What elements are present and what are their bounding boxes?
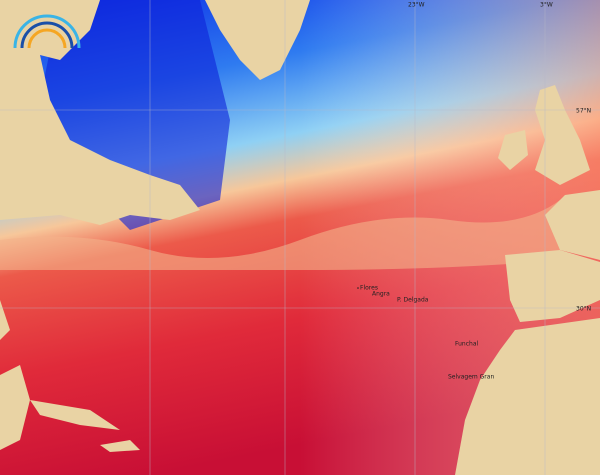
ireland xyxy=(498,130,528,170)
grid-label: 57°N xyxy=(576,108,591,115)
florida xyxy=(0,300,30,450)
place-label: Flores xyxy=(360,285,378,292)
iberia xyxy=(505,250,600,322)
greenland xyxy=(205,0,310,80)
grid-label: 23°W xyxy=(408,2,425,9)
caribbean xyxy=(30,400,140,452)
front xyxy=(0,200,560,270)
grid-label: 3°W xyxy=(540,2,553,9)
north-america xyxy=(0,0,200,225)
france xyxy=(545,190,600,260)
logo xyxy=(13,14,81,49)
place-label: P. Delgada xyxy=(397,297,429,304)
grid-label: 30°N xyxy=(576,306,591,313)
place-label: Selvagem Gran xyxy=(448,374,494,381)
place-dot xyxy=(357,287,359,289)
place-label: Angra xyxy=(372,291,390,298)
place-label: Funchal xyxy=(455,341,479,348)
africa xyxy=(455,318,600,475)
